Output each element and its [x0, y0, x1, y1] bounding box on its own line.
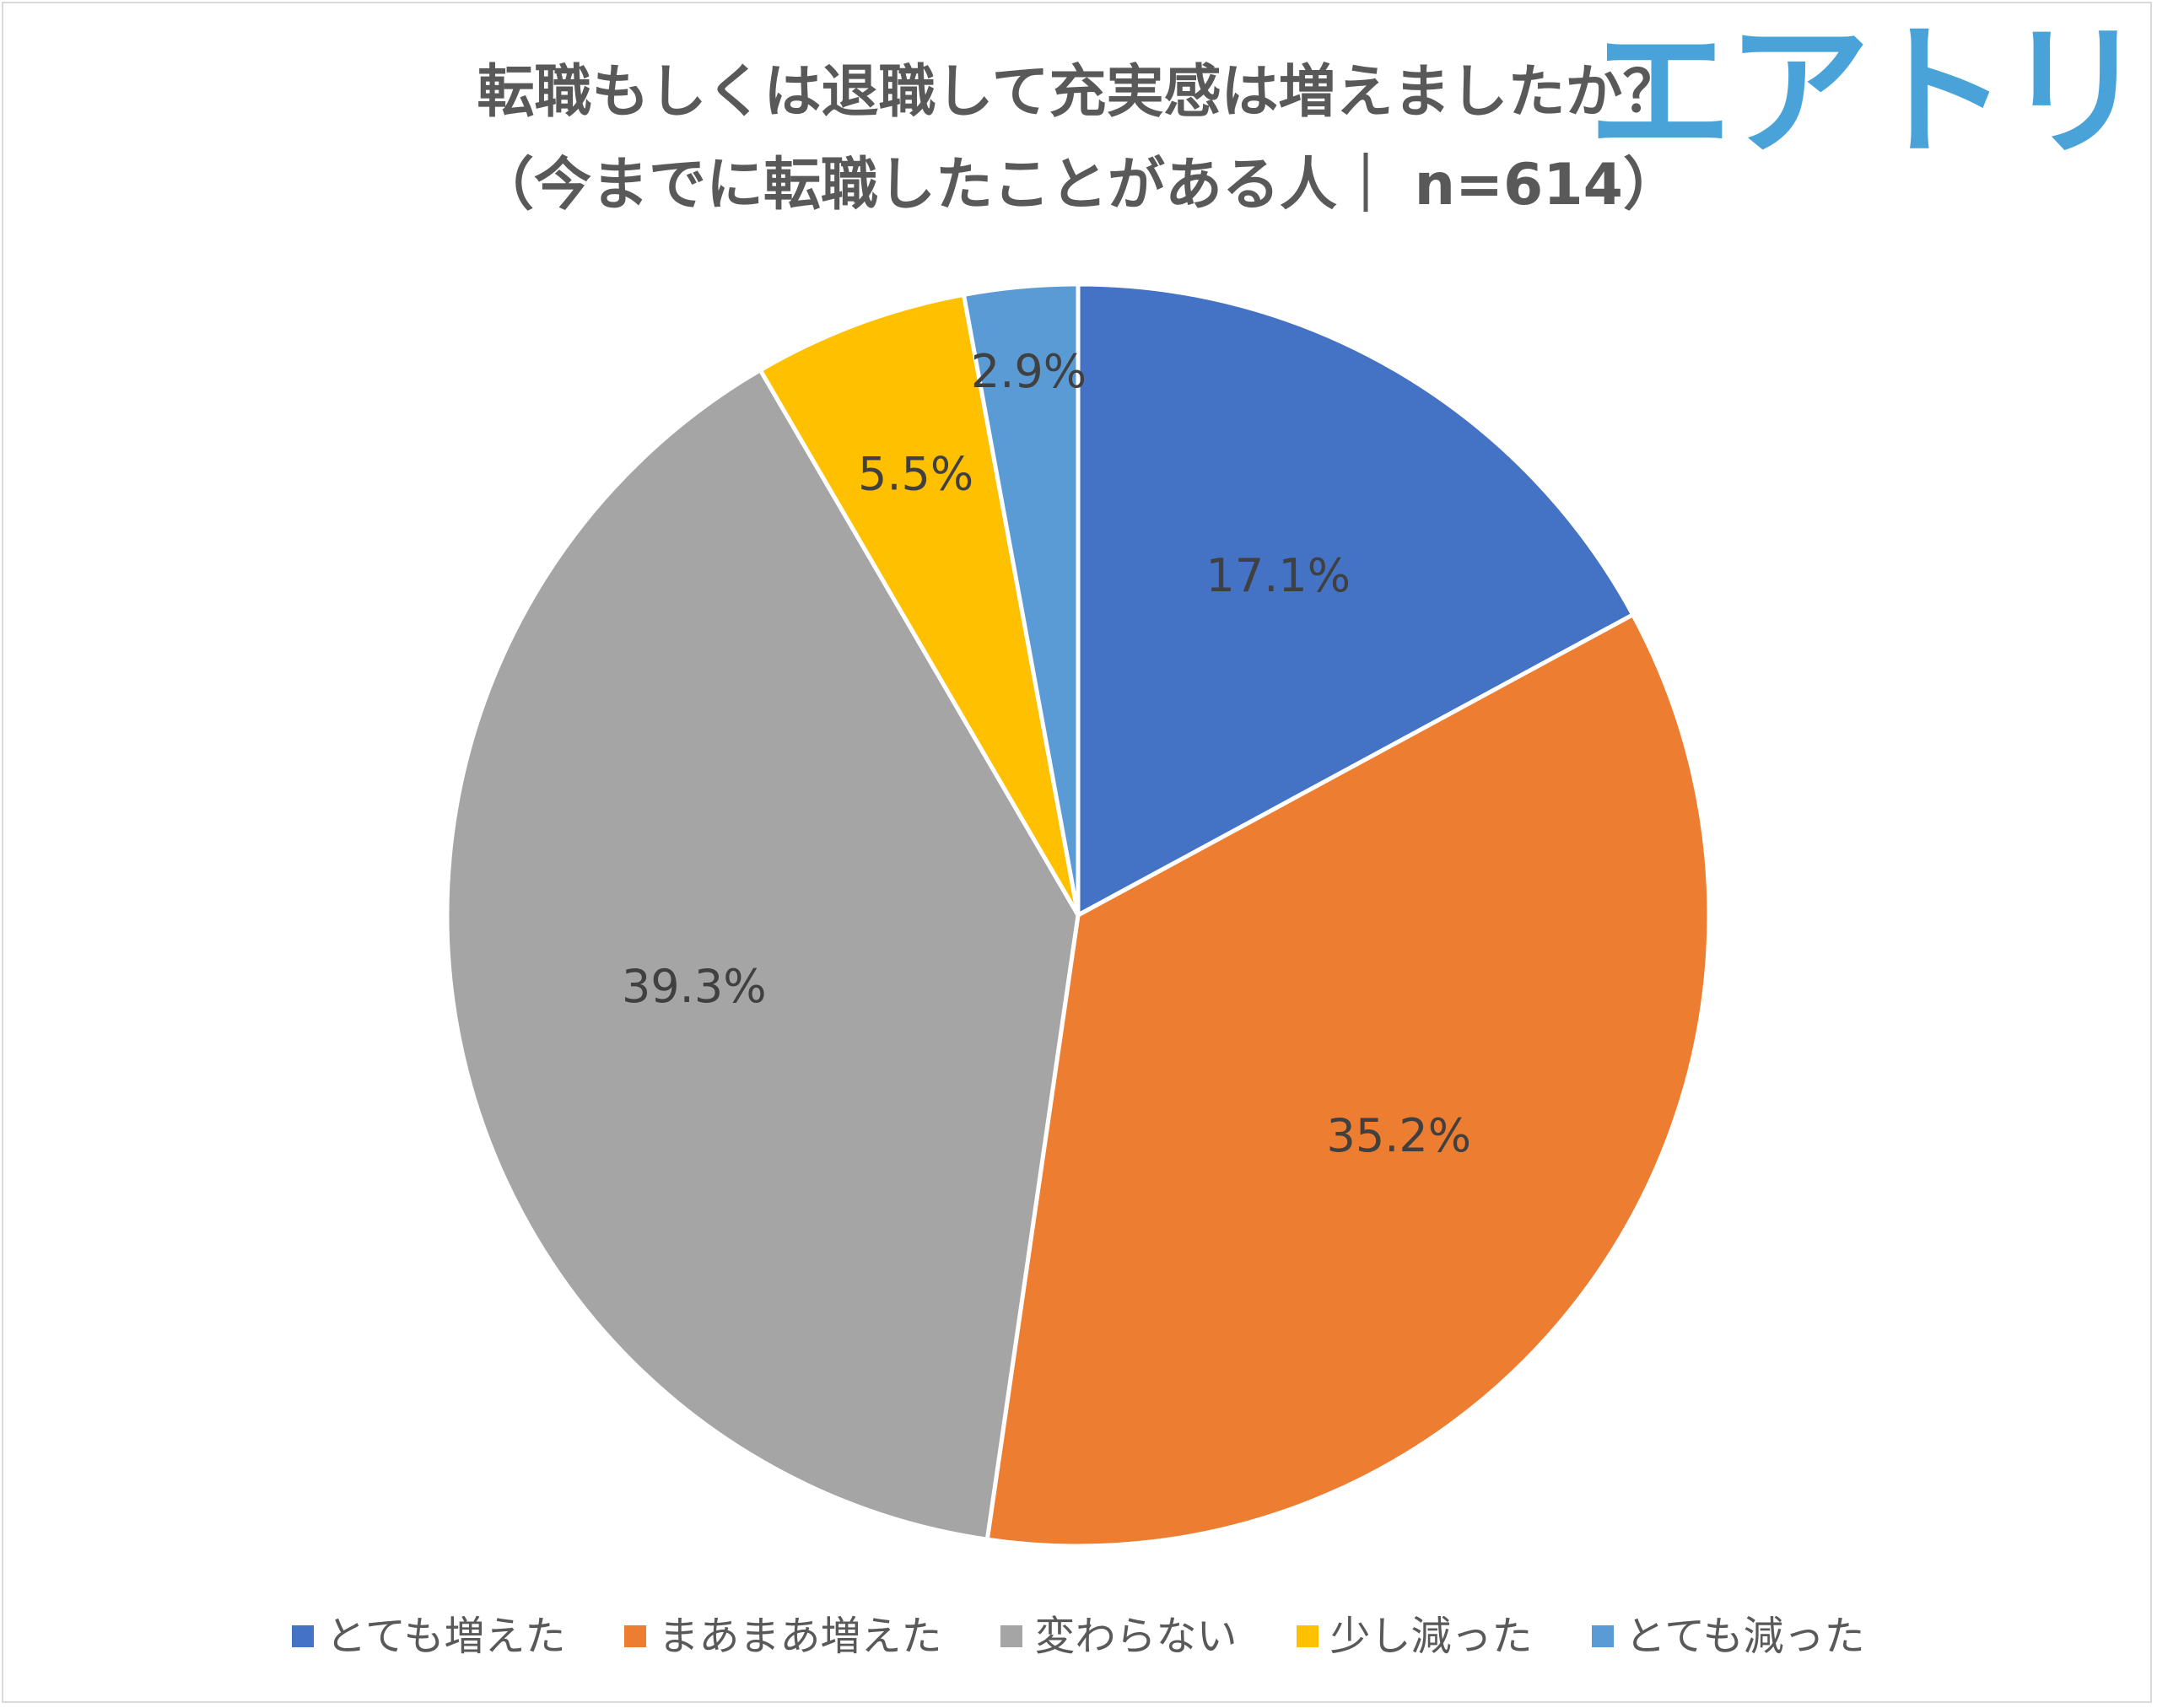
pie-slice-3: [445, 367, 1081, 1543]
legend-label-5: とても減った: [1625, 1613, 1865, 1660]
legend-item-3: 変わらない: [1000, 1607, 1238, 1666]
pie-data-label-3: 39.3%: [622, 960, 767, 1013]
airtrip-logo: エアトリ: [1588, 9, 2147, 176]
pie-data-label-4: 5.5%: [858, 448, 973, 501]
legend-swatch-2: [624, 1625, 647, 1647]
pie-slice-1: [1076, 282, 1637, 919]
chart-title-line1: 転職もしくは退職して充実感は増えましたか？: [477, 59, 1680, 126]
legend-label-3: 変わらない: [1034, 1613, 1238, 1660]
pie-data-label-2: 35.2%: [1326, 1109, 1471, 1162]
pie-slice-5: [961, 282, 1081, 916]
pie-data-label-5: 2.9%: [971, 345, 1087, 398]
legend-label-4: 少し減った: [1329, 1613, 1533, 1660]
legend-label-1: とても増えた: [326, 1613, 566, 1660]
chart-legend: とても増えた まあまあ増えた 変わらない 少し減った とても減った: [0, 1607, 2157, 1666]
legend-item-5: とても減った: [1591, 1607, 1865, 1666]
pie-data-labels: 17.1% 35.2% 39.3% 5.5% 2.9%: [622, 345, 1471, 1162]
legend-label-2: まあまあ増えた: [658, 1613, 942, 1660]
chart-subtitle: （今までに転職したことがある人｜ n=614）: [476, 152, 1680, 218]
pie-data-label-1: 17.1%: [1206, 549, 1351, 602]
chart-title: 転職もしくは退職して充実感は増えましたか？ （今までに転職したことがある人｜ n…: [0, 46, 2157, 232]
legend-swatch-1: [292, 1625, 315, 1647]
legend-swatch-4: [1296, 1625, 1318, 1647]
pie-slices: [445, 282, 1712, 1549]
legend-swatch-5: [1591, 1625, 1614, 1647]
pie-slice-4: [757, 292, 1081, 917]
legend-item-4: 少し減った: [1296, 1607, 1533, 1666]
pie-slice-2: [984, 612, 1712, 1549]
pie-chart: 17.1% 35.2% 39.3% 5.5% 2.9%: [445, 282, 1712, 1549]
legend-swatch-3: [1000, 1625, 1023, 1647]
legend-item-1: とても増えた: [292, 1607, 565, 1666]
legend-item-2: まあまあ増えた: [624, 1607, 941, 1666]
